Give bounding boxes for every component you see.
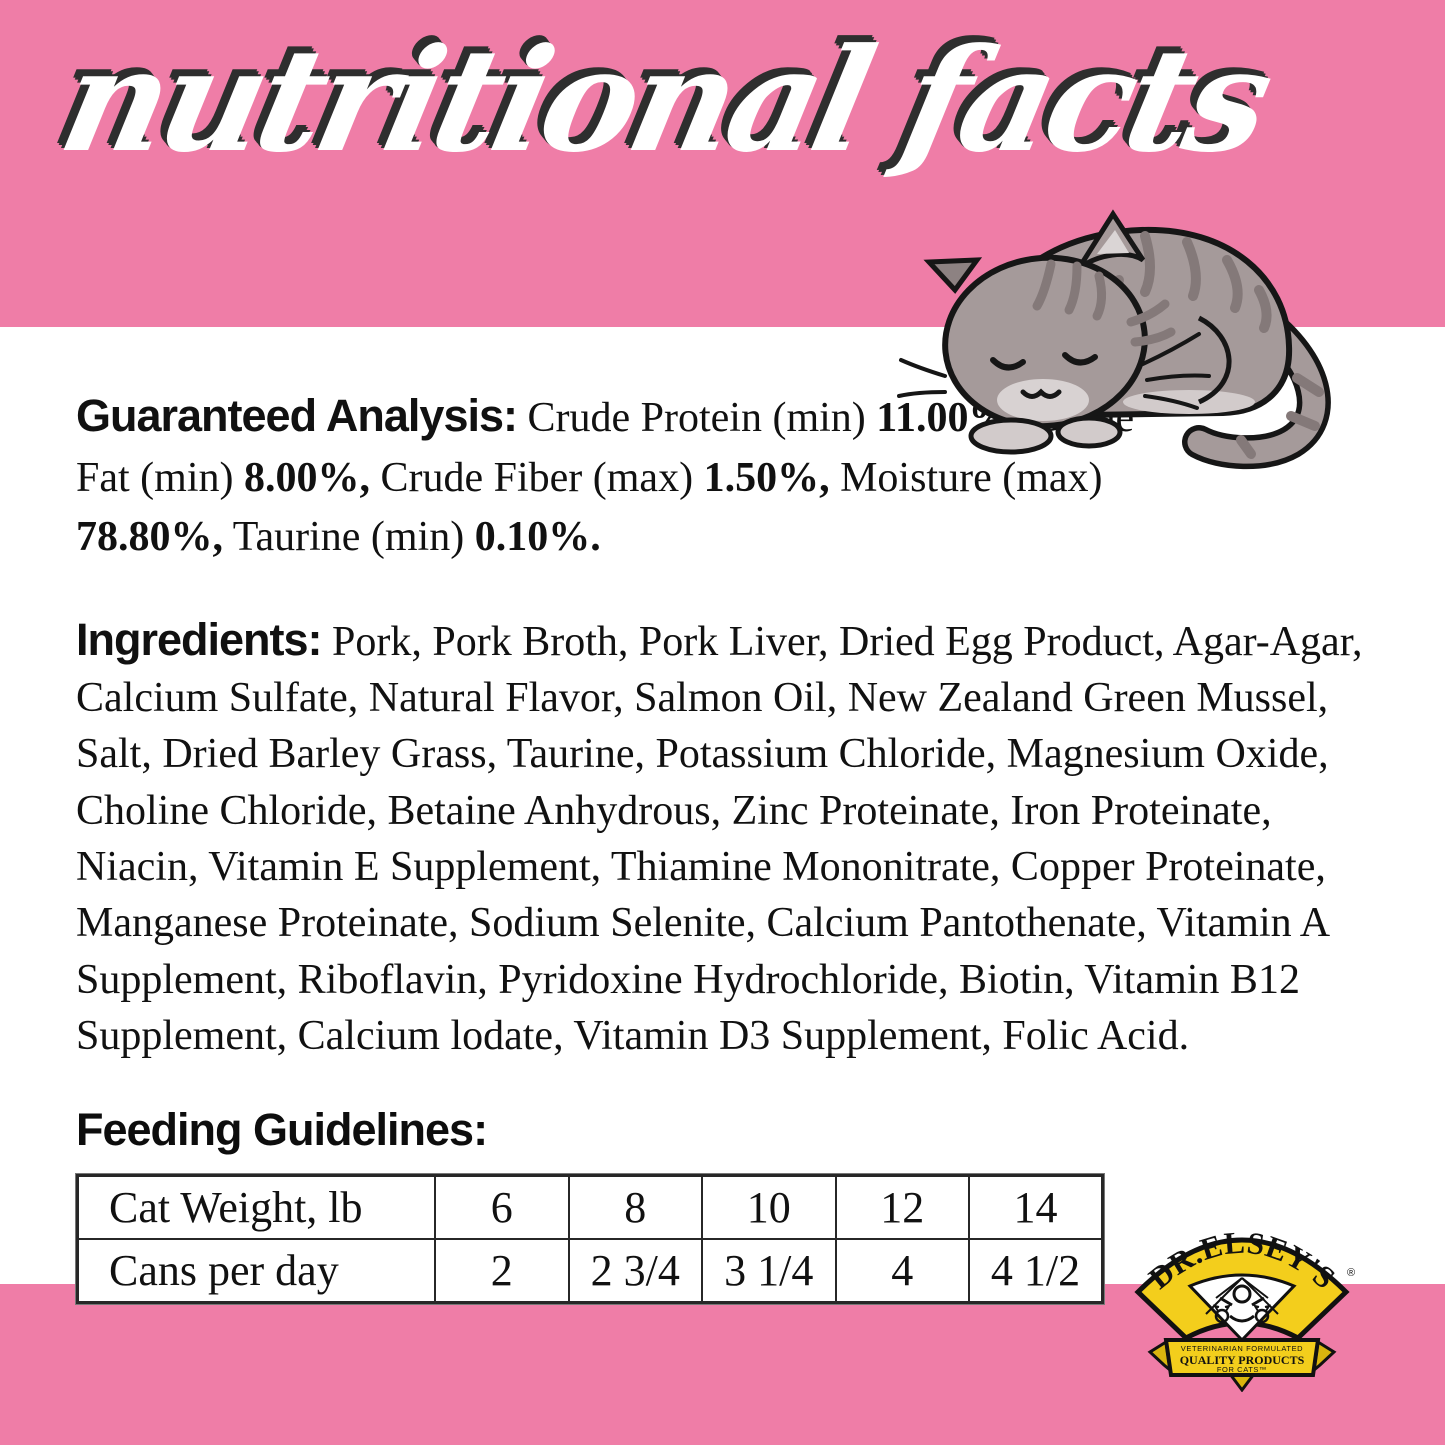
ribbon-line-1: VETERINARIAN FORMULATED [1181,1344,1303,1353]
table-cell: 8 [567,1174,703,1241]
table-row: Cat Weight, lb 6 8 10 12 14 [76,1174,1104,1241]
cat-paw [968,417,1054,455]
cat-far-ear-icon [923,257,983,294]
table-cell: 3 1/4 [701,1238,837,1304]
feeding-guidelines-table: Cat Weight, lb 6 8 10 12 14 Cans per day… [76,1174,1104,1305]
cat-mouth [1020,388,1062,399]
table-cell: 10 [701,1174,837,1241]
cat-closed-eyes [990,352,1098,371]
ribbon-line-3: FOR CATS™ [1217,1365,1267,1374]
table-cell: 14 [968,1174,1104,1241]
cat-whiskers [897,332,1211,410]
label-body: Guaranteed Analysis: Crude Protein (min)… [76,384,1388,1305]
cat-head [897,209,1211,455]
analysis-value: 0.10%. [474,514,601,561]
feeding-guidelines-heading: Feeding Guidelines: [76,1104,488,1156]
logo-window [1187,1273,1297,1343]
guaranteed-analysis-label: Guaranteed Analysis: [76,390,518,441]
row-header-cans-per-day: Cans per day [76,1238,436,1304]
table-cell: 2 3/4 [567,1238,703,1304]
ingredients-label: Ingredients: [76,613,323,665]
row-header-cat-weight: Cat Weight, lb [76,1174,436,1241]
logo-rays [1205,1277,1279,1315]
cat-inner-ear [1097,230,1129,254]
logo-ribbon: VETERINARIAN FORMULATED QUALITY PRODUCTS… [1147,1338,1337,1392]
sleeping-cat-icon [897,209,1331,470]
analysis-value: 78.80%, [76,514,223,561]
registered-mark: ® [1347,1267,1355,1279]
page-title: nutritional facts [48,18,1281,184]
ingredients-list: Pork, Pork Broth, Pork Liver, Dried Egg … [76,618,1363,1059]
logo-banner: DR.ELSEY'S ® [1134,1225,1355,1343]
analysis-value: 8.00%, [243,454,370,501]
table-cell: 6 [434,1174,570,1241]
table-cell: 2 [434,1238,570,1304]
cat-head-stripes [1032,259,1176,347]
guaranteed-analysis: Guaranteed Analysis: Crude Protein (min)… [76,384,1191,568]
ingredients: Ingredients: Pork, Pork Broth, Pork Live… [76,610,1388,1064]
cat-muzzle [997,379,1089,421]
analysis-segment: Crude Protein (min) [517,395,877,441]
brand-logo: DR.ELSEY'S ® VETERINARIAN FORMULATED QUA… [1134,1225,1355,1392]
table-cell: 4 1/2 [968,1238,1104,1304]
analysis-segment: Taurine (min) [223,514,475,561]
cat-tail [1182,303,1331,470]
analysis-value: 1.50%, [703,454,830,501]
table-cell: 4 [834,1238,970,1304]
cat-paw [1055,415,1123,449]
ribbon-line-2: QUALITY PRODUCTS [1180,1353,1305,1367]
analysis-segment: Crude Fiber (max) [369,454,704,501]
table-row: Cans per day 2 2 3/4 3 1/4 4 4 1/2 [76,1238,1104,1304]
table-cell: 12 [834,1174,970,1241]
analysis-segment: Moisture (max) [829,454,1103,501]
logo-doctor-with-cats [1212,1284,1272,1324]
